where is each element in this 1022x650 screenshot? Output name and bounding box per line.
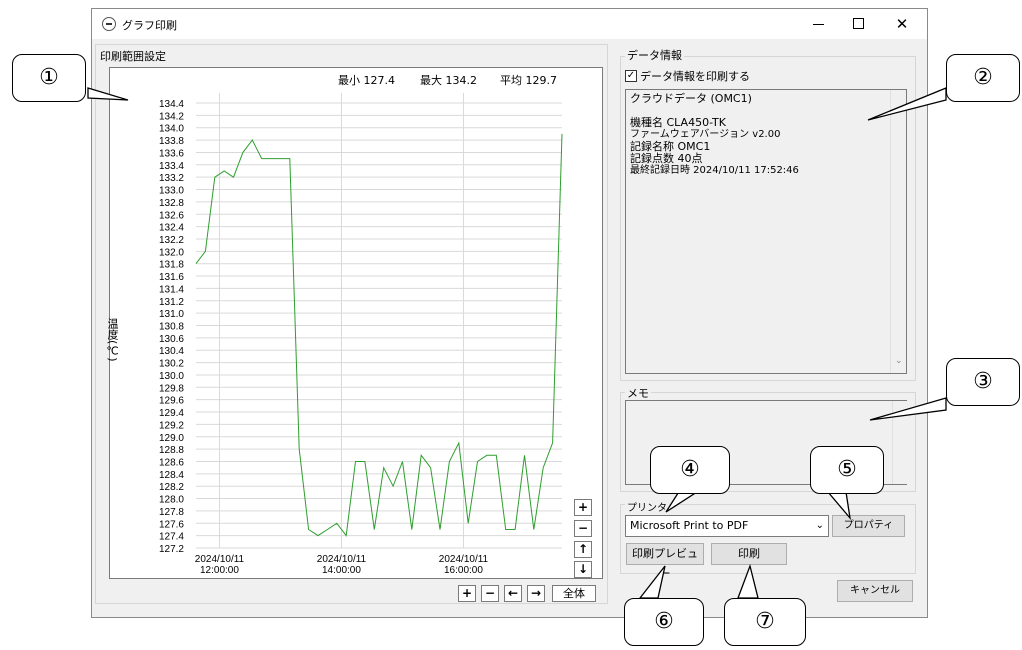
callout-3-pointer [870,398,946,420]
callout-1: ① [12,54,86,102]
callout-7: ⑦ [724,598,806,646]
callout-1-pointer [88,88,128,100]
callout-5-pointer [828,492,850,518]
callout-4: ④ [650,446,730,494]
callout-3: ③ [946,358,1020,406]
callout-2-pointer [868,88,946,120]
callout-2: ② [946,54,1020,102]
callout-5: ⑤ [810,446,884,494]
callout-6: ⑥ [624,598,704,646]
callout-7-pointer [738,566,758,598]
callout-6-pointer [640,566,665,598]
